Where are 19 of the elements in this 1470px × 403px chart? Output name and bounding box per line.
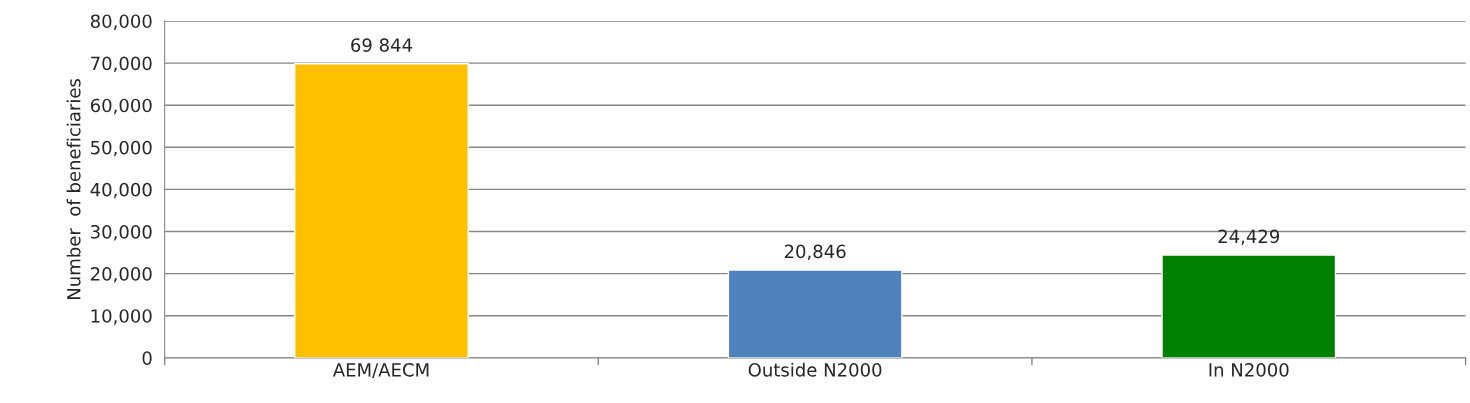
y-tick-label: 20,000 [90, 267, 152, 283]
y-tick-label: 80,000 [90, 14, 152, 30]
y-tick-label: 60,000 [90, 98, 152, 115]
x-tick-label: AEM/AECM [332, 363, 429, 379]
y-tick-label: 30,000 [91, 224, 152, 241]
y-tick-label: 0 [142, 351, 152, 365]
bar [727, 269, 903, 358]
x-tick-label: In N2000 [1209, 363, 1289, 377]
y-tick-label: 70,000 [91, 56, 152, 73]
bar [1161, 254, 1337, 358]
bar [294, 63, 469, 358]
data-label: 69 844 [351, 38, 413, 52]
x-tick-label: Outside N2000 [748, 362, 882, 377]
data-label: 20,846 [784, 244, 846, 261]
data-label: 24,429 [1218, 229, 1280, 245]
y-tick-label: 40,000 [90, 182, 152, 199]
y-tick-label: 50,000 [91, 140, 152, 157]
y-tick-label: 10,000 [91, 309, 152, 325]
y-axis-title: Number of beneficiaries [66, 78, 81, 299]
